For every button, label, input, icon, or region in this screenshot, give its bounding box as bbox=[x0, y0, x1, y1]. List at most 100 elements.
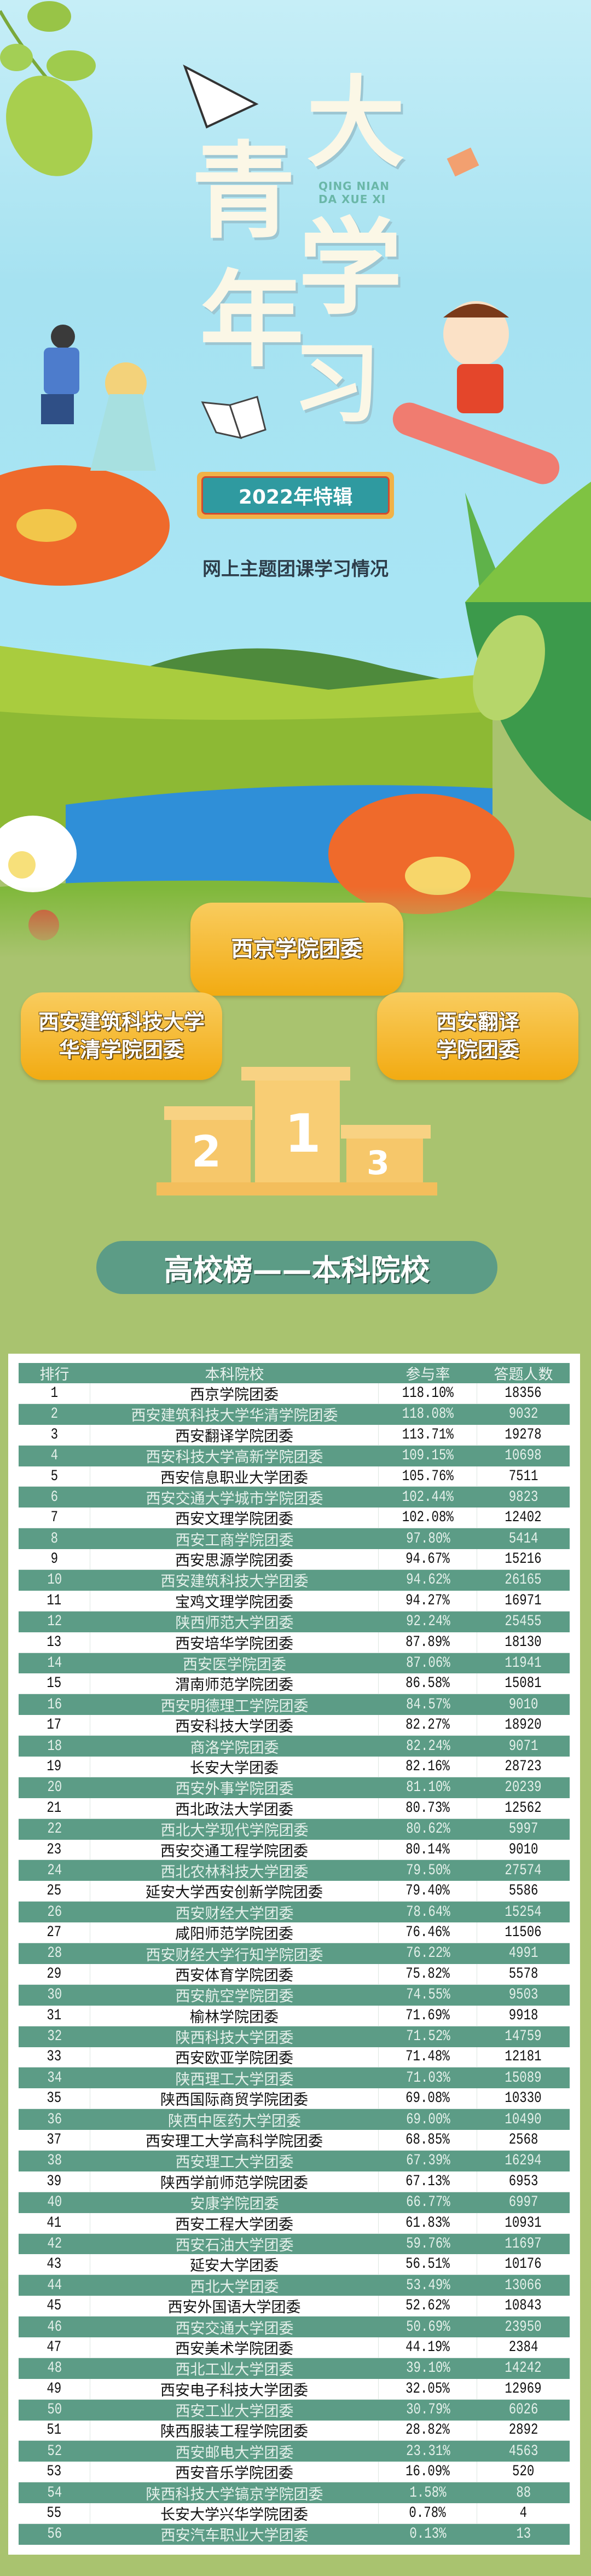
rate-cell-text: 118.08% bbox=[402, 1406, 454, 1423]
podium-third-line2: 学院团委 bbox=[436, 1038, 519, 1062]
school-cell-text: 延安大学西安创新学院团委 bbox=[146, 1884, 323, 1901]
school-cell: 西北大学团委 bbox=[90, 2275, 379, 2296]
rank-cell-text: 50 bbox=[47, 2401, 62, 2419]
school-cell-text: 长安大学兴华学院团委 bbox=[160, 2506, 308, 2523]
count-cell-text: 27574 bbox=[505, 1862, 542, 1879]
rank-cell-text: 49 bbox=[47, 2380, 62, 2398]
rate-cell: 71.52% bbox=[379, 2026, 477, 2047]
count-cell-text: 16971 bbox=[505, 1592, 542, 1609]
rank-cell-text: 46 bbox=[47, 2318, 62, 2336]
rate-cell: 30.79% bbox=[379, 2400, 477, 2421]
rate-cell: 82.27% bbox=[379, 1715, 477, 1736]
rate-cell: 56.51% bbox=[379, 2254, 477, 2275]
school-cell: 陕西中医药大学团委 bbox=[90, 2109, 379, 2130]
rate-cell: 0.13% bbox=[379, 2524, 477, 2545]
table-row: 2 西安建筑科技大学华清学院团委 118.08% 9032 bbox=[19, 1403, 570, 1425]
school-cell: 西北工业大学团委 bbox=[90, 2358, 379, 2379]
count-cell: 9918 bbox=[477, 2006, 570, 2026]
school-cell-text: 西安交通工程学院团委 bbox=[160, 1843, 308, 1859]
count-cell: 14242 bbox=[477, 2358, 570, 2379]
rank-cell-text: 23 bbox=[47, 1841, 62, 1858]
rate-cell-text: 32.05% bbox=[405, 2380, 450, 2398]
count-cell-text: 9071 bbox=[508, 1737, 538, 1755]
count-cell: 16971 bbox=[477, 1591, 570, 1611]
rank-cell-text: 56 bbox=[47, 2526, 62, 2543]
table-row: 6 西安交通大学城市学院团委 102.44% 9823 bbox=[19, 1487, 570, 1508]
rank-cell-text: 35 bbox=[47, 2090, 62, 2107]
school-cell-text: 宝鸡文理学院团委 bbox=[175, 1593, 293, 1610]
count-cell-text: 18920 bbox=[505, 1717, 542, 1734]
count-cell: 2568 bbox=[477, 2130, 570, 2150]
count-cell-text: 5578 bbox=[508, 1965, 538, 1983]
table-row: 46 西安交通大学团委 50.69% 23950 bbox=[19, 2317, 570, 2337]
count-cell: 4 bbox=[477, 2503, 570, 2523]
table-row: 17 西安科技大学团委 82.27% 18920 bbox=[19, 1715, 570, 1736]
podium-second-line1: 西安建筑科技大学 bbox=[38, 1009, 205, 1034]
podium-second-line2: 华清学院团委 bbox=[59, 1038, 184, 1062]
table-row: 1 西京学院团委 118.10% 18356 bbox=[19, 1383, 570, 1404]
school-cell-text: 西安交通大学团委 bbox=[175, 2320, 294, 2337]
rate-cell-text: 118.10% bbox=[402, 1384, 454, 1402]
rate-cell-text: 87.89% bbox=[405, 1633, 450, 1651]
school-cell-text: 西安音乐学院团委 bbox=[175, 2465, 293, 2482]
count-cell-text: 4991 bbox=[508, 1945, 538, 1962]
rank-cell-text: 38 bbox=[47, 2152, 62, 2170]
school-cell: 西安体育学院团委 bbox=[90, 1963, 379, 1984]
rank-cell-text: 52 bbox=[47, 2442, 62, 2460]
rank-cell: 12 bbox=[19, 1612, 90, 1632]
school-cell-text: 西安汽车职业大学团委 bbox=[160, 2527, 309, 2544]
rate-cell-text: 68.85% bbox=[405, 2132, 450, 2148]
rank-cell-text: 1 bbox=[50, 1384, 58, 1402]
school-cell: 西安欧亚学院团委 bbox=[90, 2047, 379, 2067]
rank-cell-text: 25 bbox=[47, 1882, 62, 1900]
rank-cell-text: 34 bbox=[47, 2069, 62, 2087]
school-cell-text: 安康学院团委 bbox=[190, 2196, 279, 2213]
rank-cell-text: 30 bbox=[47, 1986, 62, 2004]
count-cell-text: 10931 bbox=[505, 2214, 542, 2232]
rank-cell: 11 bbox=[19, 1590, 90, 1611]
count-cell-text: 10176 bbox=[505, 2256, 542, 2273]
school-cell: 陕西师范大学团委 bbox=[90, 1612, 379, 1632]
rank-cell: 52 bbox=[19, 2441, 90, 2462]
rank-cell-text: 29 bbox=[47, 1965, 62, 1983]
rate-cell: 86.58% bbox=[379, 1673, 477, 1694]
rate-cell: 94.67% bbox=[379, 1549, 477, 1570]
count-cell: 18130 bbox=[477, 1632, 570, 1653]
rank-cell-text: 45 bbox=[47, 2297, 62, 2315]
school-cell: 宝鸡文理学院团委 bbox=[90, 1590, 379, 1611]
count-cell: 11697 bbox=[477, 2234, 570, 2255]
rank-cell: 47 bbox=[19, 2337, 90, 2358]
school-cell-text: 延安大学团委 bbox=[190, 2257, 279, 2274]
school-cell-text: 西安电子科技大学团委 bbox=[160, 2382, 308, 2399]
rank-cell-text: 19 bbox=[47, 1758, 62, 1775]
school-cell: 西安外事学院团委 bbox=[90, 1777, 379, 1798]
orange-flower-icon bbox=[0, 465, 514, 914]
count-cell-text: 9503 bbox=[508, 1986, 538, 2004]
rank-cell: 19 bbox=[19, 1757, 90, 1777]
rank-cell: 9 bbox=[19, 1549, 90, 1570]
rate-cell: 50.69% bbox=[379, 2317, 477, 2337]
count-cell-text: 23950 bbox=[505, 2318, 542, 2336]
rate-cell: 32.05% bbox=[379, 2378, 477, 2399]
rank-cell: 25 bbox=[19, 1881, 90, 1902]
school-cell-text: 榆林学院团委 bbox=[190, 2008, 279, 2025]
rank-cell: 50 bbox=[19, 2400, 90, 2421]
rank-cell: 55 bbox=[19, 2503, 90, 2523]
rank-cell: 39 bbox=[19, 2171, 90, 2192]
count-cell: 10698 bbox=[477, 1446, 570, 1466]
podium-first-name: 西京学院团委 bbox=[231, 937, 363, 962]
school-cell-text: 西安工商学院团委 bbox=[175, 1532, 294, 1549]
rate-cell-text: 84.57% bbox=[405, 1696, 450, 1713]
school-cell-text: 西京学院团委 bbox=[190, 1386, 279, 1403]
rank-cell: 13 bbox=[19, 1632, 90, 1653]
rank-cell-text: 42 bbox=[47, 2235, 62, 2252]
rank-cell-text: 20 bbox=[47, 1779, 62, 1797]
vine-leaves bbox=[0, 1, 96, 176]
rate-cell: 68.85% bbox=[379, 2130, 477, 2150]
rate-cell-text: 75.82% bbox=[405, 1965, 450, 1983]
rank-cell-text: 37 bbox=[47, 2132, 62, 2148]
school-cell: 西安电子科技大学团委 bbox=[90, 2378, 379, 2399]
rate-cell-text: 97.80% bbox=[405, 1530, 450, 1547]
table-row: 39 陕西学前师范学院团委 67.13% 6953 bbox=[19, 2171, 570, 2192]
rank-cell: 46 bbox=[19, 2317, 90, 2337]
